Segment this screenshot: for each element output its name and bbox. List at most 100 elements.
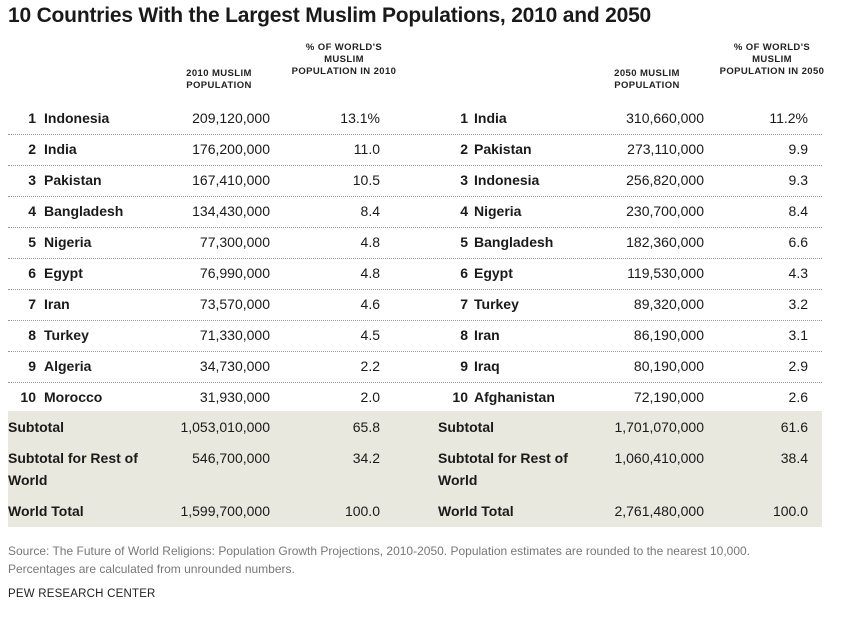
summary-percent-2010: 100.0	[344, 503, 380, 519]
country-2010: Bangladesh	[44, 203, 124, 219]
population-2050: 72,190,000	[633, 389, 704, 405]
percent-2050: 8.4	[788, 203, 808, 219]
rank-2010: 8	[28, 327, 36, 343]
rank-2010: 2	[28, 141, 36, 157]
population-2050: 310,660,000	[626, 110, 704, 126]
population-2010: 34,730,000	[199, 358, 270, 374]
country-2050: Egypt	[474, 265, 513, 281]
country-2050: Turkey	[474, 296, 519, 312]
table-row: 5 Nigeria 77,300,000 4.8 5 Bangladesh 182,360,…	[8, 227, 822, 259]
country-2050: Pakistan	[474, 141, 532, 157]
population-2050: 273,110,000	[627, 141, 704, 157]
table-row: 4 Bangladesh 134,430,000 8.4 4 Nigeria 230,700…	[8, 196, 822, 228]
header-2010-population: 2010 MUSLIM POPULATION	[186, 68, 252, 91]
summary-label-2010: Subtotal	[8, 419, 64, 435]
header-2050-population: 2050 MUSLIM POPULATION	[614, 68, 680, 91]
population-2050: 89,320,000	[633, 296, 704, 312]
percent-2050: 6.6	[788, 234, 808, 250]
rank-2010: 9	[28, 358, 36, 374]
population-2010: 76,990,000	[199, 265, 270, 281]
percent-2050: 2.9	[788, 358, 808, 374]
country-2010: Pakistan	[44, 172, 102, 188]
table-row: 3 Pakistan 167,410,000 10.5 3 Indonesia 256,82…	[8, 165, 822, 197]
population-2010: 73,570,000	[199, 296, 270, 312]
summary-background	[8, 411, 822, 527]
percent-2010: 4.5	[360, 327, 380, 343]
summary-population-2010: 1,599,700,000	[180, 503, 270, 519]
summary-population-2010: 1,053,010,000	[180, 419, 270, 435]
country-2050: Indonesia	[474, 172, 540, 188]
country-2010: Indonesia	[44, 110, 110, 126]
percent-2010: 4.6	[360, 296, 380, 312]
table-row: 10 Morocco 31,930,000 2.0 10 Afghanistan 72,19…	[8, 382, 822, 414]
rank-2050: 9	[460, 358, 468, 374]
table-row: 7 Iran 73,570,000 4.6 7 Turkey 89,320,000 3.2	[8, 289, 822, 321]
country-2050: India	[474, 110, 507, 126]
summary-population-2050: 1,701,070,000	[614, 419, 704, 435]
rank-2010: 10	[20, 389, 36, 405]
country-2010: Egypt	[44, 265, 83, 281]
percent-2050: 11.2%	[769, 110, 808, 126]
percent-2050: 9.3	[788, 172, 808, 188]
table-row: 9 Algeria 34,730,000 2.2 9 Iraq 80,190,000 2.9	[8, 351, 822, 383]
rank-2010: 7	[28, 296, 36, 312]
rank-2050: 6	[460, 265, 468, 281]
population-2010: 167,410,000	[192, 172, 270, 188]
country-2010: India	[44, 141, 77, 157]
country-2010: Nigeria	[44, 234, 92, 250]
country-2050: Iraq	[474, 358, 500, 374]
percent-2010: 4.8	[360, 265, 380, 281]
percent-2050: 3.2	[788, 296, 808, 312]
credit-line: PEW RESEARCH CENTER	[8, 588, 156, 600]
percent-2010: 11.0	[353, 141, 380, 157]
header-2010-percent: % OF WORLD'S MUSLIM POPULATION IN 2010	[291, 42, 397, 77]
rank-2050: 4	[460, 203, 468, 219]
summary-label-2050: Subtotal for Rest of World	[438, 450, 568, 488]
population-2010: 134,430,000	[192, 203, 270, 219]
population-2050: 119,530,000	[627, 265, 704, 281]
country-2050: Iran	[474, 327, 500, 343]
summary-percent-2010: 34.2	[352, 450, 380, 466]
summary-label-2050: Subtotal	[438, 419, 494, 435]
population-2010: 209,120,000	[192, 110, 270, 126]
percent-2010: 4.8	[360, 234, 380, 250]
percent-2010: 2.2	[360, 358, 380, 374]
population-2050: 86,190,000	[633, 327, 704, 343]
rank-2050: 10	[452, 389, 468, 405]
rank-2050: 7	[460, 296, 468, 312]
percent-2050: 9.9	[788, 141, 808, 157]
population-2010: 31,930,000	[199, 389, 270, 405]
summary-percent-2050: 38.4	[780, 450, 808, 466]
rank-2050: 3	[460, 172, 468, 188]
population-2050: 80,190,000	[633, 358, 704, 374]
percent-2050: 2.6	[788, 389, 808, 405]
population-2010: 71,330,000	[199, 327, 270, 343]
country-2010: Turkey	[44, 327, 89, 343]
country-2050: Afghanistan	[474, 389, 555, 405]
country-2010: Iran	[44, 296, 70, 312]
table-row: 8 Turkey 71,330,000 4.5 8 Iran 86,190,000 3.1	[8, 320, 822, 352]
summary-population-2050: 1,060,410,000	[614, 450, 704, 466]
table-row: 6 Egypt 76,990,000 4.8 6 Egypt 119,530,000 4.3	[8, 258, 822, 290]
population-2050: 182,360,000	[626, 234, 704, 250]
rank-2050: 8	[460, 327, 468, 343]
percent-2010: 13.1%	[340, 110, 380, 126]
rank-2010: 4	[28, 203, 36, 219]
rank-2010: 5	[28, 234, 36, 250]
population-2050: 256,820,000	[626, 172, 704, 188]
rank-2010: 6	[28, 265, 36, 281]
population-2010: 77,300,000	[199, 234, 270, 250]
country-2010: Algeria	[44, 358, 92, 374]
table-row: 1 Indonesia 209,120,000 13.1% 1 India 310,660,…	[8, 103, 822, 135]
rank-2050: 2	[460, 141, 468, 157]
header-2050-percent: % OF WORLD'S MUSLIM POPULATION IN 2050	[719, 42, 825, 77]
population-2050: 230,700,000	[626, 203, 704, 219]
chart-title: 10 Countries With the Largest Muslim Pop…	[8, 4, 652, 27]
percent-2050: 4.3	[788, 265, 808, 281]
summary-percent-2050: 100.0	[772, 503, 808, 519]
population-2010: 176,200,000	[192, 141, 270, 157]
country-2050: Nigeria	[474, 203, 522, 219]
rank-2050: 1	[460, 110, 468, 126]
percent-2010: 8.4	[360, 203, 380, 219]
